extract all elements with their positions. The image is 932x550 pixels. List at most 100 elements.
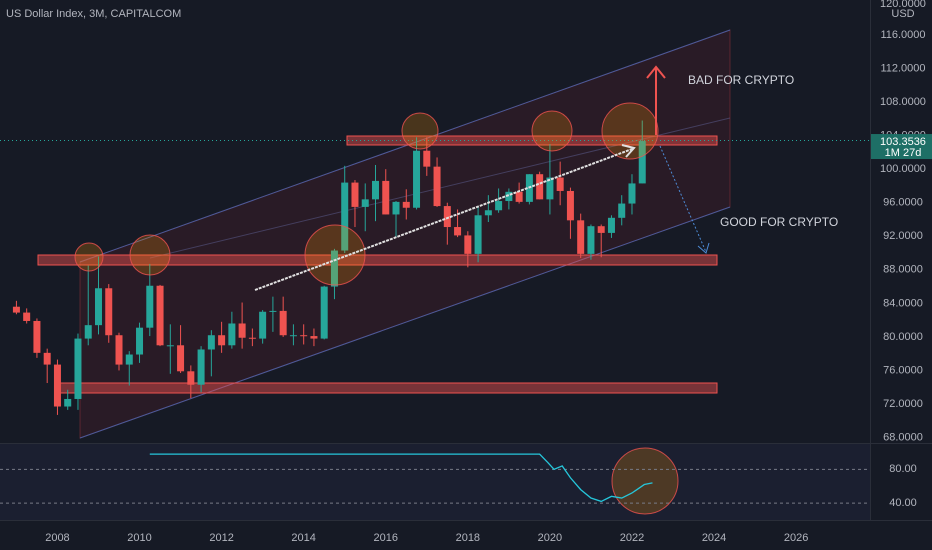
price-label-box — [871, 134, 932, 160]
candle-body — [546, 177, 554, 200]
candle-body — [505, 191, 513, 202]
x-tick-label: 2018 — [456, 532, 480, 544]
down-arrow-head — [697, 242, 710, 254]
y-tick-label: 76.0000 — [883, 364, 923, 376]
candle-body — [392, 201, 400, 215]
candle-body — [433, 166, 441, 207]
channel-bottom — [79, 206, 731, 439]
candle-body — [423, 150, 431, 167]
candle-body — [197, 349, 205, 385]
candle-body — [105, 288, 113, 336]
candle-body — [351, 182, 359, 207]
y-tick-label: 120.0000 — [880, 0, 926, 10]
candle-body — [402, 201, 410, 208]
candle-body — [587, 226, 595, 254]
x-tick-label: 2012 — [209, 532, 233, 544]
y-tick-label: 80.0000 — [883, 331, 923, 343]
candle-body — [23, 312, 31, 321]
candle-body — [464, 235, 472, 254]
y-tick-label: 96.0000 — [883, 197, 923, 209]
highlight-circle — [304, 224, 366, 286]
y-tick-label: 80.00 — [889, 463, 917, 475]
highlight-circle — [601, 102, 659, 160]
candle-body — [474, 215, 482, 254]
x-tick-label: 2016 — [374, 532, 398, 544]
currency: USD — [891, 8, 914, 20]
candle-body — [320, 286, 328, 339]
indicator-line — [149, 453, 653, 503]
candle-body — [515, 191, 523, 202]
candle-body — [607, 217, 615, 233]
candle-body — [177, 345, 185, 372]
x-tick-label: 2022 — [620, 532, 644, 544]
y-tick-label: 68.0000 — [883, 431, 923, 443]
candle-body — [577, 220, 585, 254]
candle-body — [146, 285, 154, 328]
candle-body — [638, 141, 646, 184]
candle-body — [84, 325, 92, 339]
indicator-pane — [0, 444, 870, 520]
x-tick-label: 2020 — [538, 532, 562, 544]
candle-body — [136, 327, 144, 355]
low-zone — [57, 382, 718, 394]
candle-body — [536, 174, 544, 200]
candle-body — [125, 354, 133, 365]
candle-body — [300, 335, 308, 337]
x-tick-label: 2014 — [291, 532, 315, 544]
up-arrow-head — [646, 65, 666, 79]
highlight-circle — [74, 242, 104, 272]
candle-body — [156, 285, 164, 346]
candle-body — [618, 203, 626, 218]
candle-body — [218, 335, 226, 346]
candle-body — [361, 199, 369, 207]
candle-body — [166, 345, 174, 347]
candle-body — [207, 335, 215, 350]
y-tick-label: 108.0000 — [880, 96, 926, 108]
candle-body — [289, 335, 297, 337]
y-tick-label: 72.0000 — [883, 398, 923, 410]
annotation: BAD FOR CRYPTO — [688, 73, 794, 87]
candle-body — [74, 338, 82, 399]
candle-body — [371, 180, 379, 200]
candle-body — [187, 371, 195, 385]
support-zone — [37, 254, 718, 266]
y-tick-label: 116.0000 — [880, 29, 925, 41]
candle-body — [33, 320, 41, 353]
candle-body — [341, 182, 349, 251]
candle-body — [310, 336, 318, 339]
candle-body — [259, 311, 267, 339]
candle-body — [556, 177, 564, 191]
candle-body — [382, 180, 390, 215]
annotation: GOOD FOR CRYPTO — [720, 215, 838, 229]
y-tick-label: 84.0000 — [883, 297, 923, 309]
candle-body — [495, 201, 503, 211]
candle-body — [269, 310, 277, 312]
candle-body — [413, 150, 421, 208]
x-tick-label: 2024 — [702, 532, 726, 544]
y-tick-label: 88.0000 — [883, 264, 923, 276]
candle-body — [43, 352, 51, 365]
candle-body — [330, 250, 338, 287]
highlight-circle — [611, 447, 679, 515]
x-tick-label: 2008 — [45, 532, 69, 544]
y-tick-label: 92.0000 — [883, 230, 923, 242]
y-tick-label: 100.0000 — [880, 163, 926, 175]
highlight-circle — [401, 112, 439, 150]
candle-body — [484, 210, 492, 216]
chart-title: US Dollar Index, 3M, CAPITALCOM — [6, 8, 181, 20]
candle-body — [94, 288, 102, 326]
trend-arrow — [254, 148, 633, 291]
candle-body — [279, 310, 287, 336]
highlight-circle — [129, 234, 171, 276]
candle-body — [64, 398, 72, 407]
y-tick-label: 40.00 — [889, 497, 917, 509]
candle-body — [248, 337, 256, 339]
candle-body — [443, 206, 451, 228]
candle-body — [238, 323, 246, 338]
down-arrow — [659, 145, 707, 253]
price-label: 103.3536 — [880, 136, 926, 148]
candle-body — [566, 190, 574, 221]
x-tick-label: 2026 — [784, 532, 808, 544]
candle-body — [597, 226, 605, 233]
